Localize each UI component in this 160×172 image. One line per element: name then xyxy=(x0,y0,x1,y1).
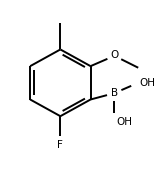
Text: B: B xyxy=(111,88,118,98)
Text: OH: OH xyxy=(140,78,156,88)
Text: OH: OH xyxy=(116,117,132,127)
Text: F: F xyxy=(57,140,63,150)
Text: O: O xyxy=(110,51,119,61)
